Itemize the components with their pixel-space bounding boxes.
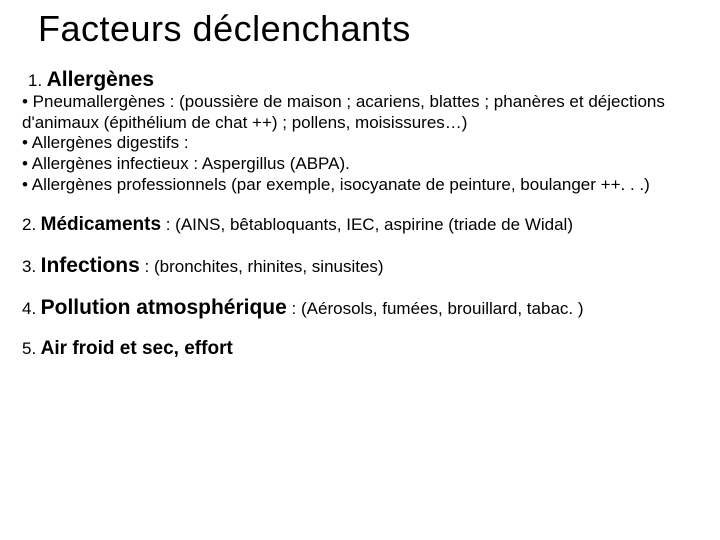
section-4-tail: : (Aérosols, fumées, brouillard, tabac. … [287, 299, 584, 318]
section-5: 5. Air froid et sec, effort [22, 338, 700, 360]
spacer [20, 196, 700, 214]
section-5-title: Air froid et sec, effort [41, 338, 233, 359]
section-3: 3. Infections : (bronchites, rhinites, s… [22, 254, 700, 278]
section-2: 2. Médicaments : (AINS, bêtabloquants, I… [22, 214, 700, 236]
page-title: Facteurs déclenchants [38, 8, 700, 50]
section-3-tail: : (bronchites, rhinites, sinusites) [140, 257, 384, 276]
section-4-number: 4. [22, 299, 36, 318]
section-1-title: Allergènes [47, 68, 154, 91]
section-3-title: Infections [41, 254, 140, 277]
slide: Facteurs déclenchants 1. Allergènes • Pn… [0, 0, 720, 540]
section-1: 1. Allergènes • Pneumallergènes : (pouss… [22, 68, 700, 196]
section-3-number: 3. [22, 257, 36, 276]
section-1-bullet-2: • Allergènes infectieux : Aspergillus (A… [22, 154, 700, 175]
spacer [20, 236, 700, 254]
section-2-number: 2. [22, 215, 36, 234]
section-4: 4. Pollution atmosphérique : (Aérosols, … [22, 296, 700, 320]
section-1-header: 1. Allergènes [28, 68, 700, 92]
section-5-number: 5. [22, 339, 36, 358]
section-2-title: Médicaments [41, 214, 161, 235]
spacer [20, 320, 700, 338]
section-1-bullet-3: • Allergènes professionnels (par exemple… [22, 175, 700, 196]
section-1-bullet-1: • Allergènes digestifs : [22, 133, 700, 154]
spacer [20, 278, 700, 296]
section-4-title: Pollution atmosphérique [41, 296, 287, 319]
section-1-bullet-0: • Pneumallergènes : (poussière de maison… [22, 92, 700, 133]
section-1-number: 1. [28, 71, 42, 90]
section-2-tail: : (AINS, bêtabloquants, IEC, aspirine (t… [161, 215, 573, 234]
